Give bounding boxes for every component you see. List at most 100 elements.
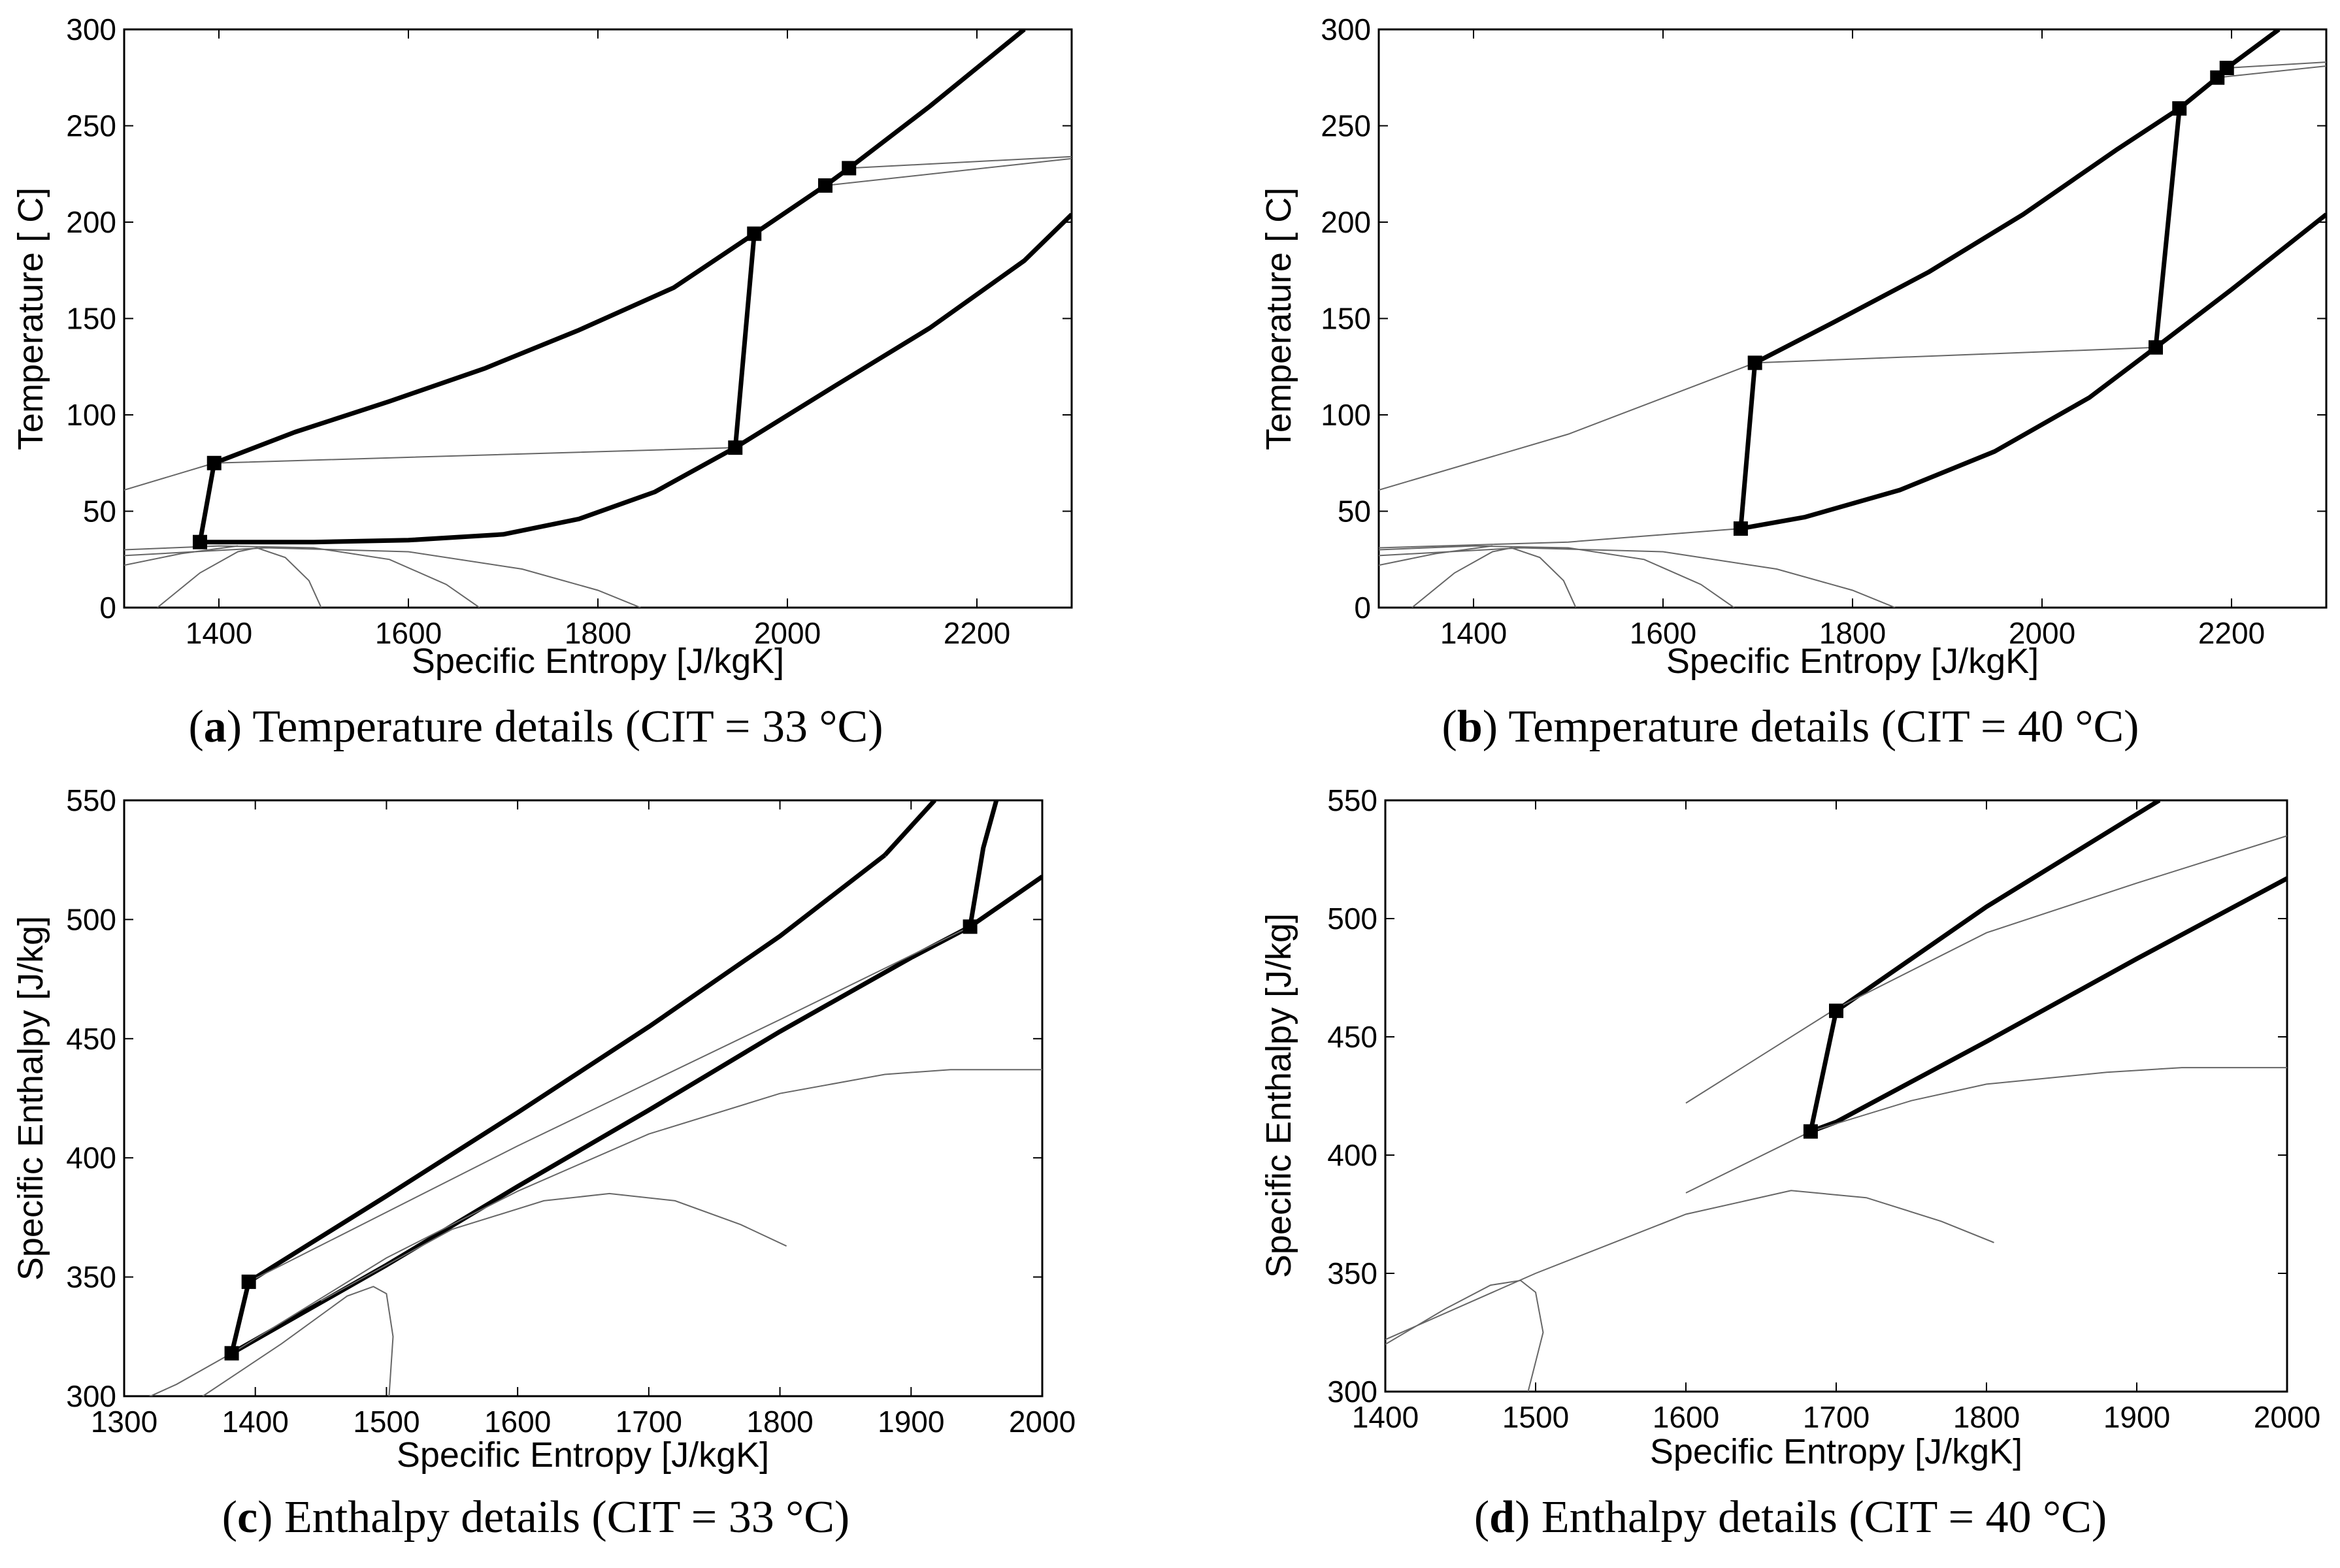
panel-b-x-tick-label: 1400: [1440, 616, 1507, 650]
panel-a-state-point-marker: [193, 534, 207, 549]
panel-b-state-point-marker: [2219, 61, 2234, 75]
panel-d-x-tick-label: 1400: [1352, 1400, 1419, 1434]
panel-d-y-tick-label: 350: [1327, 1256, 1377, 1290]
panel-d-y-tick-label: 400: [1327, 1138, 1377, 1172]
panel-a-series-high-pressure-isobar: [213, 29, 1026, 466]
panel-c-series-saturation-dome: [202, 1286, 394, 1396]
panel-d-series-thin-diagonal: [1685, 835, 2287, 1104]
panel-b-state-point-marker: [1733, 521, 1748, 536]
panel-c-state-point-marker: [963, 919, 978, 934]
panel-c-x-tick-label: 1600: [484, 1405, 551, 1439]
panel-c-series-heat-rejection-curve: [231, 1069, 1042, 1354]
panel-c-series-low-pressure-isobar: [230, 874, 1042, 1356]
panel-a-y-tick-label: 200: [66, 205, 116, 239]
panel-d-series-sub-isobar: [1385, 1190, 1994, 1341]
panel-d-x-tick-label: 2000: [2254, 1400, 2320, 1434]
panel-c-x-tick-label: 1300: [91, 1405, 157, 1439]
panel-b-y-tick-label: 300: [1321, 12, 1371, 46]
panel-d-state-point-marker: [1829, 1004, 1843, 1019]
panel-b: 1400 1600 1800 2000 2200 0 50 100 150 200 250 300 Sp…: [1259, 12, 2328, 752]
panel-a-x-tick-label: 1400: [186, 616, 252, 650]
panel-d-x-tick-label: 1500: [1502, 1400, 1569, 1434]
panel-b-plot-frame: [1377, 28, 2328, 609]
panel-b-series-expansion: [2153, 108, 2182, 348]
panel-b-state-point-marker: [2149, 340, 2163, 355]
panel-b-x-axis-label: Specific Entropy [J/kgK]: [1666, 642, 2039, 681]
panel-d-x-tick-label: 1800: [1953, 1400, 2020, 1434]
panel-c-series-upper-isobar-extension: [883, 800, 936, 857]
panel-a-caption-letter: a: [204, 702, 227, 752]
panel-a-caption-text: Temperature details (CIT = 33 °C): [242, 702, 883, 752]
panel-c-x-tick-label: 1800: [746, 1405, 813, 1439]
panel-b-series-hot-line-2: [2226, 61, 2326, 69]
panel-d-series-heat-rejection-curve: [1685, 1067, 2287, 1194]
panel-d-series-group: [1385, 800, 2287, 1392]
panel-a-state-point-marker: [747, 226, 762, 241]
panel-b-series-low-pressure-isobar: [1740, 212, 2326, 531]
panel-b-caption-letter: b: [1457, 702, 1483, 752]
panel-d-y-tick-label: 500: [1327, 902, 1377, 936]
panel-a-series-group: [124, 29, 1072, 608]
panel-c-series-sub-isobar: [320, 1192, 787, 1301]
panel-b-series-isobar-low-2: [1379, 547, 1896, 608]
panel-a-series-isobar-low-2: [124, 547, 641, 608]
panel-b-series-compression: [1738, 363, 1758, 529]
panel-d-state-point-marker: [1803, 1124, 1818, 1139]
panel-d-series-low-pressure-isobar: [1809, 876, 2287, 1134]
panel-d-series-saturation-dome: [1385, 1279, 1544, 1392]
panel-c: 1300 1400 1500 1600 1700 1800 1900 2000 300 350 40…: [11, 783, 1076, 1543]
panel-a-y-axis-label: Temperature [ C]: [11, 188, 50, 450]
panel-c-caption-text: Enthalpy details (CIT = 33 °C): [272, 1492, 849, 1543]
panel-a-state-point-marker: [818, 178, 832, 193]
panel-b-series-isobar-low-1: [1379, 545, 1735, 608]
panel-d-x-tick-label: 1600: [1653, 1400, 1719, 1434]
panel-a-y-tick-label: 100: [66, 398, 116, 432]
panel-d-y-tick-label: 550: [1327, 783, 1377, 817]
panel-b-x-tick-label: 1800: [1819, 616, 1886, 650]
panel-c-series-thin-diagonal: [248, 926, 971, 1282]
panel-c-y-tick-label: 300: [66, 1379, 116, 1413]
panel-c-y-tick-label: 350: [66, 1260, 116, 1294]
panel-b-series-hot-line-1: [2217, 65, 2326, 78]
panel-b-state-point-marker: [2172, 101, 2187, 116]
panel-c-caption: (c) Enthalpy details (CIT = 33 °C): [222, 1492, 849, 1543]
panel-b-series-low-isobar-extension: [1379, 528, 1741, 549]
panel-c-x-tick-label: 2000: [1009, 1405, 1076, 1439]
panel-a-state-point-marker: [206, 455, 222, 470]
panel-c-state-point-marker: [224, 1346, 239, 1361]
panel-a-series-isobar-low-1: [124, 545, 480, 608]
panel-a-y-tick-label: 0: [99, 591, 116, 625]
panel-a-series-low-pressure-isobar: [200, 212, 1072, 545]
panel-c-y-tick-label: 450: [66, 1022, 116, 1056]
panel-b-state-point-marker: [1747, 355, 1762, 370]
panel-c-x-tick-label: 1900: [878, 1405, 944, 1439]
panel-a-state-point-marker: [842, 161, 857, 176]
panel-a-series-hot-line-1: [825, 157, 1072, 186]
panel-c-y-tick-label: 550: [66, 783, 116, 817]
panel-a: 1400 1600 1800 2000 2200 0 50 100 150 200 250 300 Sp…: [11, 12, 1073, 752]
panel-b-series-isobar-low-3: [1379, 545, 1493, 566]
panel-a-x-tick-label: 2000: [754, 616, 821, 650]
panel-d-x-tick-label: 1700: [1803, 1400, 1870, 1434]
panel-a-series-compression-1: [197, 463, 217, 543]
panel-b-y-tick-label: 150: [1321, 302, 1371, 336]
panel-d-y-tick-label: 450: [1327, 1020, 1377, 1054]
panel-c-series-group: [148, 800, 1042, 1396]
panel-c-x-tick-label: 1700: [616, 1405, 682, 1439]
panel-a-y-tick-label: 300: [66, 12, 116, 46]
panel-d-series-high-pressure-isobar: [1835, 800, 2161, 1013]
panel-b-series-group: [1379, 29, 2326, 608]
panel-a-caption: (a) Temperature details (CIT = 33 °C): [188, 702, 883, 752]
panel-a-x-axis-label: Specific Entropy [J/kgK]: [412, 642, 784, 681]
panel-b-caption-text: Temperature details (CIT = 40 °C): [1498, 702, 2139, 752]
panel-d-x-tick-label: 1900: [2103, 1400, 2170, 1434]
panel-c-y-tick-label: 500: [66, 902, 116, 936]
panel-b-y-tick-label: 200: [1321, 205, 1371, 239]
panel-b-caption: (b) Temperature details (CIT = 40 °C): [1442, 702, 2139, 752]
panel-b-y-tick-label: 0: [1354, 591, 1371, 625]
panel-a-state-point-marker: [728, 440, 743, 455]
panel-a-series-saturation-dome: [157, 547, 322, 608]
panel-d-y-axis-label: Specific Enthalpy [J/kg]: [1259, 913, 1298, 1278]
panel-a-x-tick-label: 2200: [944, 616, 1010, 650]
panel-a-x-tick-label: 1800: [565, 616, 631, 650]
